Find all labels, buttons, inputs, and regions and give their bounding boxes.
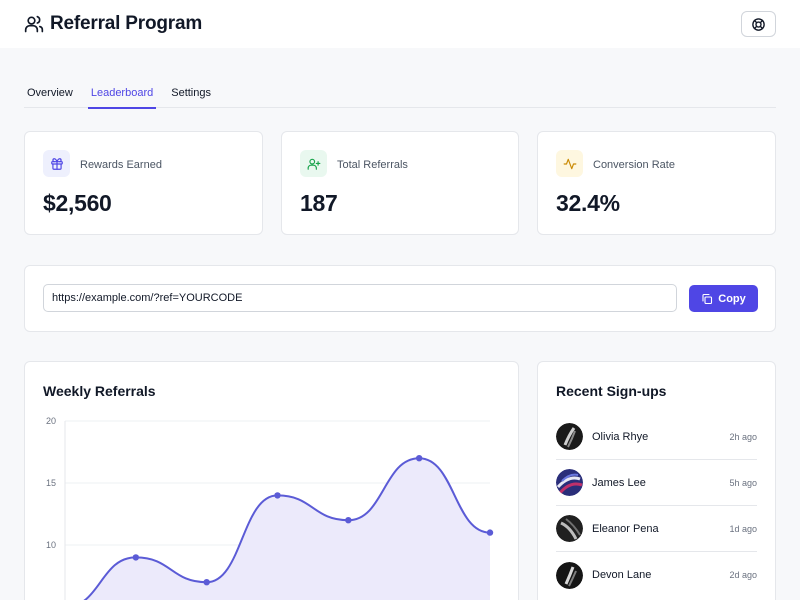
signup-time: 2d ago bbox=[729, 570, 757, 580]
tab-bar: Overview Leaderboard Settings bbox=[24, 84, 776, 109]
list-item[interactable]: Devon Lane 2d ago bbox=[556, 552, 757, 598]
stat-value: 32.4% bbox=[556, 190, 620, 216]
tab-overview[interactable]: Overview bbox=[27, 87, 73, 99]
list-item[interactable]: Eleanor Pena 1d ago bbox=[556, 506, 757, 552]
data-point[interactable] bbox=[132, 554, 140, 561]
area-fill bbox=[84, 458, 490, 600]
stat-label: Rewards Earned bbox=[80, 159, 162, 171]
y-tick-label: 20 bbox=[46, 416, 56, 426]
users-icon bbox=[24, 14, 44, 34]
referral-link-field[interactable]: https://example.com/?ref=YOURCODE bbox=[43, 284, 677, 312]
data-point[interactable] bbox=[415, 455, 423, 462]
help-button[interactable] bbox=[741, 11, 776, 37]
life-buoy-icon bbox=[751, 17, 766, 32]
chart-title: Weekly Referrals bbox=[43, 383, 156, 399]
stat-label: Total Referrals bbox=[337, 159, 408, 171]
stat-card-conversion: Conversion Rate 32.4% bbox=[537, 131, 776, 235]
data-point[interactable] bbox=[203, 579, 210, 586]
data-point[interactable] bbox=[486, 529, 494, 536]
y-tick-label: 10 bbox=[46, 540, 56, 550]
activity-icon bbox=[556, 150, 583, 177]
signup-time: 2h ago bbox=[729, 431, 757, 442]
stat-value: $2,560 bbox=[43, 190, 112, 216]
gift-icon bbox=[43, 150, 70, 177]
list-item[interactable]: Olivia Rhye 2h ago bbox=[556, 414, 757, 460]
avatar bbox=[556, 423, 583, 450]
stat-card-rewards: Rewards Earned $2,560 bbox=[24, 131, 263, 235]
signup-name: Eleanor Pena bbox=[592, 522, 659, 535]
page-title: Referral Program bbox=[50, 13, 203, 34]
signup-time: 5h ago bbox=[729, 477, 757, 488]
signups-title: Recent Sign-ups bbox=[556, 383, 667, 399]
referral-link-card: https://example.com/?ref=YOURCODE Copy bbox=[24, 265, 776, 332]
weekly-referrals-chart: 20 15 10 bbox=[46, 416, 494, 600]
avatar bbox=[556, 515, 583, 542]
signup-name: Devon Lane bbox=[592, 569, 652, 581]
signup-name: James Lee bbox=[592, 476, 646, 489]
avatar bbox=[556, 469, 583, 496]
copy-icon bbox=[701, 293, 718, 305]
signup-time: 1d ago bbox=[729, 523, 757, 534]
list-item[interactable]: James Lee 5h ago bbox=[556, 460, 757, 506]
signup-name: Olivia Rhye bbox=[592, 430, 649, 443]
stat-card-referrals: Total Referrals 187 bbox=[281, 131, 519, 235]
data-point[interactable] bbox=[274, 492, 281, 499]
app-header: Referral Program bbox=[0, 0, 800, 48]
avatar bbox=[556, 561, 583, 589]
copy-button[interactable]: Copy bbox=[689, 285, 758, 312]
weekly-referrals-card: Weekly Referrals 20 15 10 bbox=[24, 361, 519, 600]
stat-value: 187 bbox=[300, 190, 338, 216]
recent-signups-card: Recent Sign-ups Olivia Rhye 2h ago James… bbox=[537, 361, 776, 600]
copy-button-label: Copy bbox=[718, 292, 746, 305]
stat-label: Conversion Rate bbox=[593, 159, 675, 171]
user-plus-icon bbox=[300, 150, 327, 177]
y-tick-label: 15 bbox=[46, 478, 56, 488]
tab-settings[interactable]: Settings bbox=[171, 87, 211, 99]
data-point[interactable] bbox=[345, 517, 352, 524]
tab-leaderboard[interactable]: Leaderboard bbox=[87, 84, 157, 109]
